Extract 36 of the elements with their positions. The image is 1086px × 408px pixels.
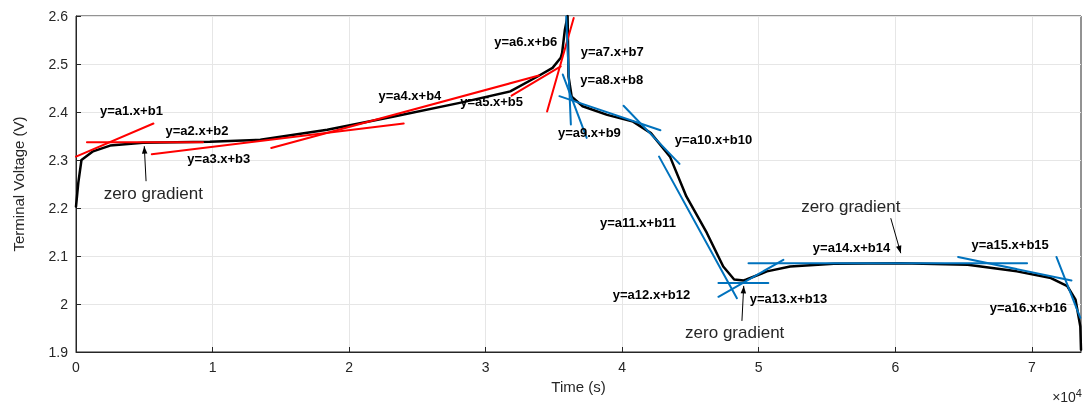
y-tick-label: 2.1: [48, 248, 69, 264]
series-label: y=a15.x+b15: [971, 237, 1049, 253]
x-tick-label: 7: [1027, 359, 1036, 375]
y-tick-label: 2.6: [48, 8, 69, 24]
y-axis-title: Terminal Voltage (V): [10, 116, 27, 252]
series-label: y=a16.x+b16: [989, 300, 1068, 316]
annotation: zero gradient: [103, 183, 204, 203]
series-label: y=a14.x+b14: [812, 239, 891, 255]
series-label: y=a7.x+b7: [580, 43, 644, 59]
x-axis-title: Time (s): [551, 377, 606, 395]
series-label: y=a8.x+b8: [580, 72, 644, 88]
series-label: y=a2.x+b2: [165, 122, 229, 138]
y-tick-label: 2.2: [48, 200, 69, 216]
x-tick-label: 2: [345, 359, 354, 375]
y-tick-label: 2.3: [48, 152, 69, 168]
y-tick-label: 2.5: [48, 56, 69, 72]
series-label: y=a4.x+b4: [378, 88, 443, 104]
series-label: y=a3.x+b3: [187, 150, 251, 166]
series-label: y=a10.x+b10: [674, 132, 753, 148]
x-tick-label: 3: [481, 359, 490, 375]
series-label: y=a1.x+b1: [99, 103, 163, 119]
series-label: y=a13.x+b13: [749, 291, 828, 307]
y-tick-label: 2.4: [48, 104, 69, 120]
series-label: y=a5.x+b5: [460, 94, 524, 110]
text: y=a12.x+b12: [612, 287, 691, 303]
y-tick-label: 1.9: [48, 344, 69, 360]
x-tick-label: 4: [618, 359, 627, 375]
series-label: y=a11.x+b11: [599, 214, 676, 230]
x-tick-label: 1: [208, 359, 217, 375]
series-label: y=a6.x+b6: [494, 34, 558, 50]
annotation: zero gradient: [801, 196, 901, 216]
y-tick-label: 2: [60, 296, 69, 312]
annotation: zero gradient: [685, 323, 785, 343]
x-tick-label: 0: [72, 359, 81, 375]
x-tick-label: 5: [754, 359, 763, 375]
x-tick-label: 6: [891, 359, 900, 375]
